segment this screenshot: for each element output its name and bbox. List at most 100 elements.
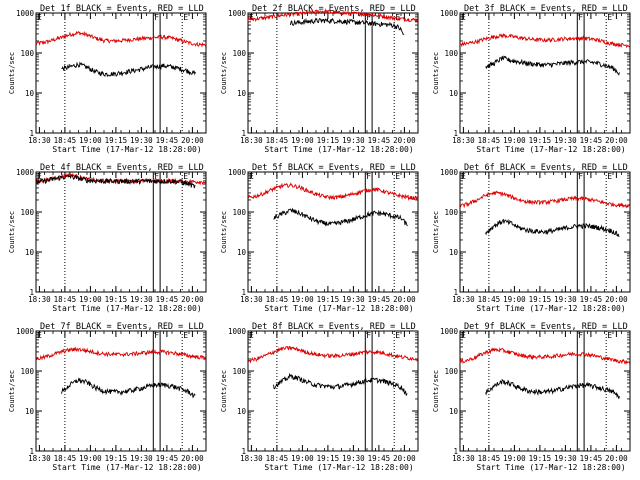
- lld-series-line: [460, 33, 630, 48]
- y-tick-label: 1000: [440, 9, 459, 18]
- panel-det-8f: Det 8f BLACK = Events, RED = LLD 1 10 100 10…: [220, 322, 419, 472]
- flag-e-label: E: [183, 172, 188, 181]
- x-tick-label: 19:45: [580, 136, 603, 145]
- flag-e-label: E: [183, 13, 188, 22]
- panel-det-2f: Det 2f BLACK = Events, RED = LLD 1 10 100 10…: [220, 4, 419, 154]
- x-tick-label: 18:30: [28, 136, 51, 145]
- x-tick-label: 19:45: [368, 295, 391, 304]
- x-tick-label: 19:45: [156, 136, 179, 145]
- flag-e-start-label: E: [249, 331, 254, 340]
- y-tick-label: 100: [20, 208, 34, 217]
- y-axis-label: Counts/sec: [8, 211, 16, 253]
- y-tick-label: 1000: [16, 327, 35, 336]
- x-tick-label: 19:15: [529, 295, 552, 304]
- y-tick-label: 10: [25, 407, 35, 416]
- panel-title: Det 3f BLACK = Events, RED = LLD: [464, 4, 628, 14]
- y-tick-label: 1: [241, 129, 246, 138]
- flag-f-label: F: [154, 13, 159, 22]
- x-tick-label: 19:00: [79, 136, 102, 145]
- x-axis-label: Start Time (17-Mar-12 18:28:00): [264, 304, 413, 313]
- flag-e-label: E: [395, 172, 400, 181]
- panel-title: Det 2f BLACK = Events, RED = LLD: [252, 4, 416, 14]
- y-tick-label: 1000: [16, 9, 35, 18]
- x-tick-label: 19:30: [342, 295, 365, 304]
- y-tick-label: 100: [20, 49, 34, 58]
- x-tick-label: 19:45: [156, 454, 179, 463]
- x-tick-label: 20:00: [605, 295, 628, 304]
- x-axis-label: Start Time (17-Mar-12 18:28:00): [52, 463, 201, 472]
- y-tick-label: 1: [241, 447, 246, 456]
- flag-e-start-label: E: [461, 331, 466, 340]
- x-tick-label: 19:30: [130, 454, 153, 463]
- flag-f-label: F: [366, 331, 371, 340]
- x-tick-label: 18:45: [266, 136, 289, 145]
- panel-title: Det 8f BLACK = Events, RED = LLD: [252, 322, 416, 332]
- x-tick-label: 20:00: [605, 454, 628, 463]
- y-axis-label: Counts/sec: [220, 52, 228, 94]
- x-tick-label: 18:30: [452, 454, 475, 463]
- y-tick-label: 10: [25, 248, 35, 257]
- x-tick-label: 18:30: [240, 295, 263, 304]
- x-tick-label: 18:45: [478, 136, 501, 145]
- panel-det-5f: Det 5f BLACK = Events, RED = LLD 1 10 100 10…: [220, 163, 419, 313]
- y-tick-label: 1: [29, 129, 34, 138]
- flag-e-start-label: E: [37, 331, 42, 340]
- x-tick-label: 18:45: [478, 295, 501, 304]
- y-tick-label: 1: [453, 288, 458, 297]
- x-tick-label: 18:30: [240, 136, 263, 145]
- y-tick-label: 1000: [228, 168, 247, 177]
- flag-e-label: E: [395, 331, 400, 340]
- x-tick-label: 19:00: [503, 136, 526, 145]
- x-tick-label: 19:45: [368, 454, 391, 463]
- panel-det-4f: Det 4f BLACK = Events, RED = LLD 1 10 100 10…: [8, 163, 207, 313]
- flag-e-start-label: E: [461, 13, 466, 22]
- flag-e-label: E: [607, 331, 612, 340]
- y-axis-label: Counts/sec: [8, 52, 16, 94]
- y-tick-label: 1: [453, 447, 458, 456]
- y-tick-label: 100: [444, 49, 458, 58]
- events-series-line: [485, 218, 620, 238]
- y-axis-label: Counts/sec: [220, 211, 228, 253]
- flag-f-label: F: [578, 172, 583, 181]
- x-tick-label: 19:15: [529, 136, 552, 145]
- y-tick-label: 10: [237, 407, 247, 416]
- panel-det-6f: Det 6f BLACK = Events, RED = LLD 1 10 100 10…: [432, 163, 631, 313]
- x-tick-label: 19:00: [79, 454, 102, 463]
- y-tick-label: 10: [449, 248, 459, 257]
- panel-title: Det 1f BLACK = Events, RED = LLD: [40, 4, 204, 14]
- lld-series-line: [459, 347, 631, 366]
- x-tick-label: 19:30: [554, 454, 577, 463]
- panel-det-7f: Det 7f BLACK = Events, RED = LLD 1 10 100 10…: [8, 322, 207, 472]
- x-tick-label: 18:45: [266, 454, 289, 463]
- plot-frame: [35, 330, 207, 452]
- y-tick-label: 1000: [440, 327, 459, 336]
- flag-f-label: F: [154, 331, 159, 340]
- x-tick-label: 19:15: [317, 454, 340, 463]
- flag-e-label: E: [607, 13, 612, 22]
- x-tick-label: 18:30: [240, 454, 263, 463]
- flag-f-label: F: [154, 172, 159, 181]
- x-tick-label: 19:00: [503, 454, 526, 463]
- flag-e-start-label: E: [461, 172, 466, 181]
- lld-series-line: [35, 346, 207, 361]
- y-tick-label: 100: [444, 367, 458, 376]
- x-tick-label: 19:45: [368, 136, 391, 145]
- events-series-line: [485, 55, 620, 76]
- x-tick-label: 19:45: [156, 295, 179, 304]
- events-series-line: [485, 378, 620, 399]
- y-tick-label: 1: [29, 288, 34, 297]
- x-axis-label: Start Time (17-Mar-12 18:28:00): [476, 304, 625, 313]
- y-tick-label: 1: [453, 129, 458, 138]
- flag-f-label: F: [366, 13, 371, 22]
- flag-e-label: E: [183, 331, 188, 340]
- x-tick-label: 20:00: [181, 295, 204, 304]
- x-tick-label: 19:00: [291, 295, 314, 304]
- flag-f-label: F: [578, 331, 583, 340]
- plot-frame: [247, 330, 419, 452]
- lld-series-line: [247, 182, 418, 201]
- y-tick-label: 10: [449, 407, 459, 416]
- y-tick-label: 10: [449, 89, 459, 98]
- events-series-line: [290, 17, 405, 36]
- y-tick-label: 100: [20, 367, 34, 376]
